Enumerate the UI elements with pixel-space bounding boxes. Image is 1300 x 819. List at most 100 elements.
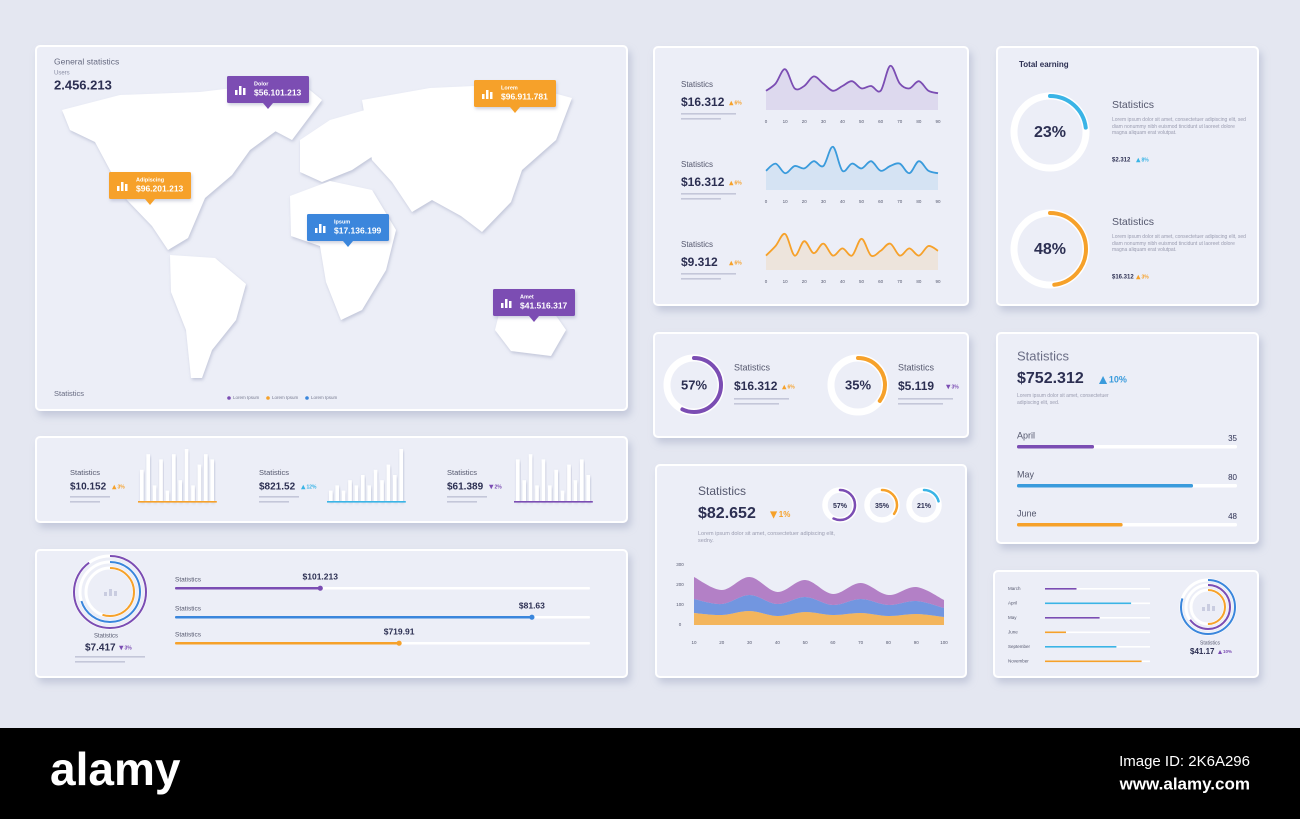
trend-arrow: [301, 484, 306, 490]
bar: [354, 485, 359, 501]
category-label: November: [1008, 659, 1029, 664]
bar: [1045, 602, 1132, 605]
pin-box: [227, 76, 309, 103]
label: Statistics: [898, 362, 935, 372]
bar: [178, 480, 182, 501]
x-tick-label: 90: [914, 640, 920, 645]
label: $821.52: [259, 482, 296, 493]
change: 3%: [118, 484, 126, 490]
x-tick-label: 10: [691, 640, 697, 645]
change: 6%: [735, 100, 743, 106]
category-label: April: [1008, 601, 1017, 606]
trend-arrow: [729, 180, 734, 186]
bar: [399, 449, 403, 501]
label: $7.417: [85, 643, 116, 654]
label: Statistics: [259, 468, 289, 477]
trend-arrow: [1218, 649, 1223, 655]
pin-icon-bar: [319, 224, 322, 233]
text-placeholder: [70, 496, 110, 498]
stream-area: [694, 595, 944, 617]
x-tick-label: 30: [747, 640, 753, 645]
x-tick-label: 0: [765, 119, 768, 124]
pin-icon-bar: [486, 90, 489, 99]
text-placeholder: [681, 278, 721, 280]
pin-value: $41.516.317: [520, 300, 568, 310]
pin-icon-bar: [315, 228, 318, 233]
pin-icon-bar: [482, 94, 485, 99]
value-label: 48: [1228, 512, 1237, 521]
pin-name: Ipsum: [334, 219, 350, 225]
label: $41.17: [1190, 647, 1215, 656]
trend-arrow: [729, 260, 734, 266]
pin-box: [474, 80, 556, 107]
label: $61.389: [447, 482, 484, 493]
label: $16.312: [1112, 275, 1134, 281]
x-tick-label: 100: [940, 640, 948, 645]
label: $719.91: [384, 626, 415, 636]
x-tick-label: 80: [916, 119, 922, 124]
pin-name: Adipiscing: [136, 177, 164, 183]
paragraph-box: Lorem ipsum dolor sit amet, consectetuer…: [1112, 234, 1246, 253]
icon-bar: [1207, 604, 1210, 611]
continent: [362, 84, 572, 232]
change: 3%: [1142, 274, 1150, 280]
icon-bar: [109, 589, 112, 596]
bar: [554, 469, 558, 501]
label: $81.63: [519, 600, 545, 610]
label: $82.652: [698, 505, 756, 522]
pin-icon-bar: [125, 184, 128, 191]
x-tick-label: 20: [802, 199, 808, 204]
change: 3%: [952, 384, 960, 390]
bar: [573, 480, 578, 501]
pin-icon-bar: [501, 303, 504, 308]
earning-panel: [996, 46, 1259, 306]
label: $5.119: [898, 379, 934, 393]
change: 6%: [788, 384, 796, 390]
ring-arc: [865, 488, 899, 522]
line: [765, 64, 939, 95]
ring-label: 23%: [1034, 124, 1066, 141]
x-tick-label: 30: [821, 279, 827, 284]
bar: [386, 464, 391, 501]
bar: [586, 475, 590, 501]
category-label: May: [1017, 469, 1035, 479]
x-tick-label: 90: [935, 199, 941, 204]
label: Statistics: [175, 632, 202, 639]
text-placeholder: [259, 496, 299, 498]
bar: [341, 490, 346, 501]
ring-panel: [653, 332, 969, 438]
line: [765, 233, 939, 257]
category-label: September: [1008, 644, 1031, 649]
x-tick-label: 60: [878, 279, 884, 284]
paragraph-box: Lorem ipsum dolor sit amet, consectetuer…: [1112, 117, 1246, 136]
label: Statistics: [447, 468, 477, 477]
change: 6%: [735, 180, 743, 186]
bar: [1045, 660, 1142, 663]
legend-label: Lorem Ipsum: [311, 395, 338, 400]
trend-arrow: [782, 384, 787, 390]
ring-arc: [823, 488, 857, 522]
value-label: 35: [1228, 434, 1237, 443]
x-tick-label: 90: [935, 119, 941, 124]
label: Statistics: [1112, 216, 1154, 228]
bar: [172, 454, 176, 501]
pin-icon-bar: [490, 92, 493, 99]
label: Statistics: [1112, 99, 1154, 111]
change: 12%: [307, 484, 318, 490]
label: $10.152: [70, 482, 107, 493]
bar: [348, 480, 352, 501]
label: $9.312: [681, 255, 718, 269]
world-map: [62, 82, 572, 378]
text-placeholder: [898, 403, 943, 405]
bar: [522, 480, 526, 501]
legend-dot: [266, 396, 270, 400]
bar: [204, 454, 208, 501]
pin-value: $17.136.199: [334, 225, 382, 235]
text-placeholder: [75, 661, 125, 663]
trend-arrow: [119, 645, 124, 651]
image-id: Image ID: 2K6A296: [1119, 753, 1250, 770]
pin-icon-bar: [235, 90, 238, 95]
icon-bar: [104, 592, 107, 596]
